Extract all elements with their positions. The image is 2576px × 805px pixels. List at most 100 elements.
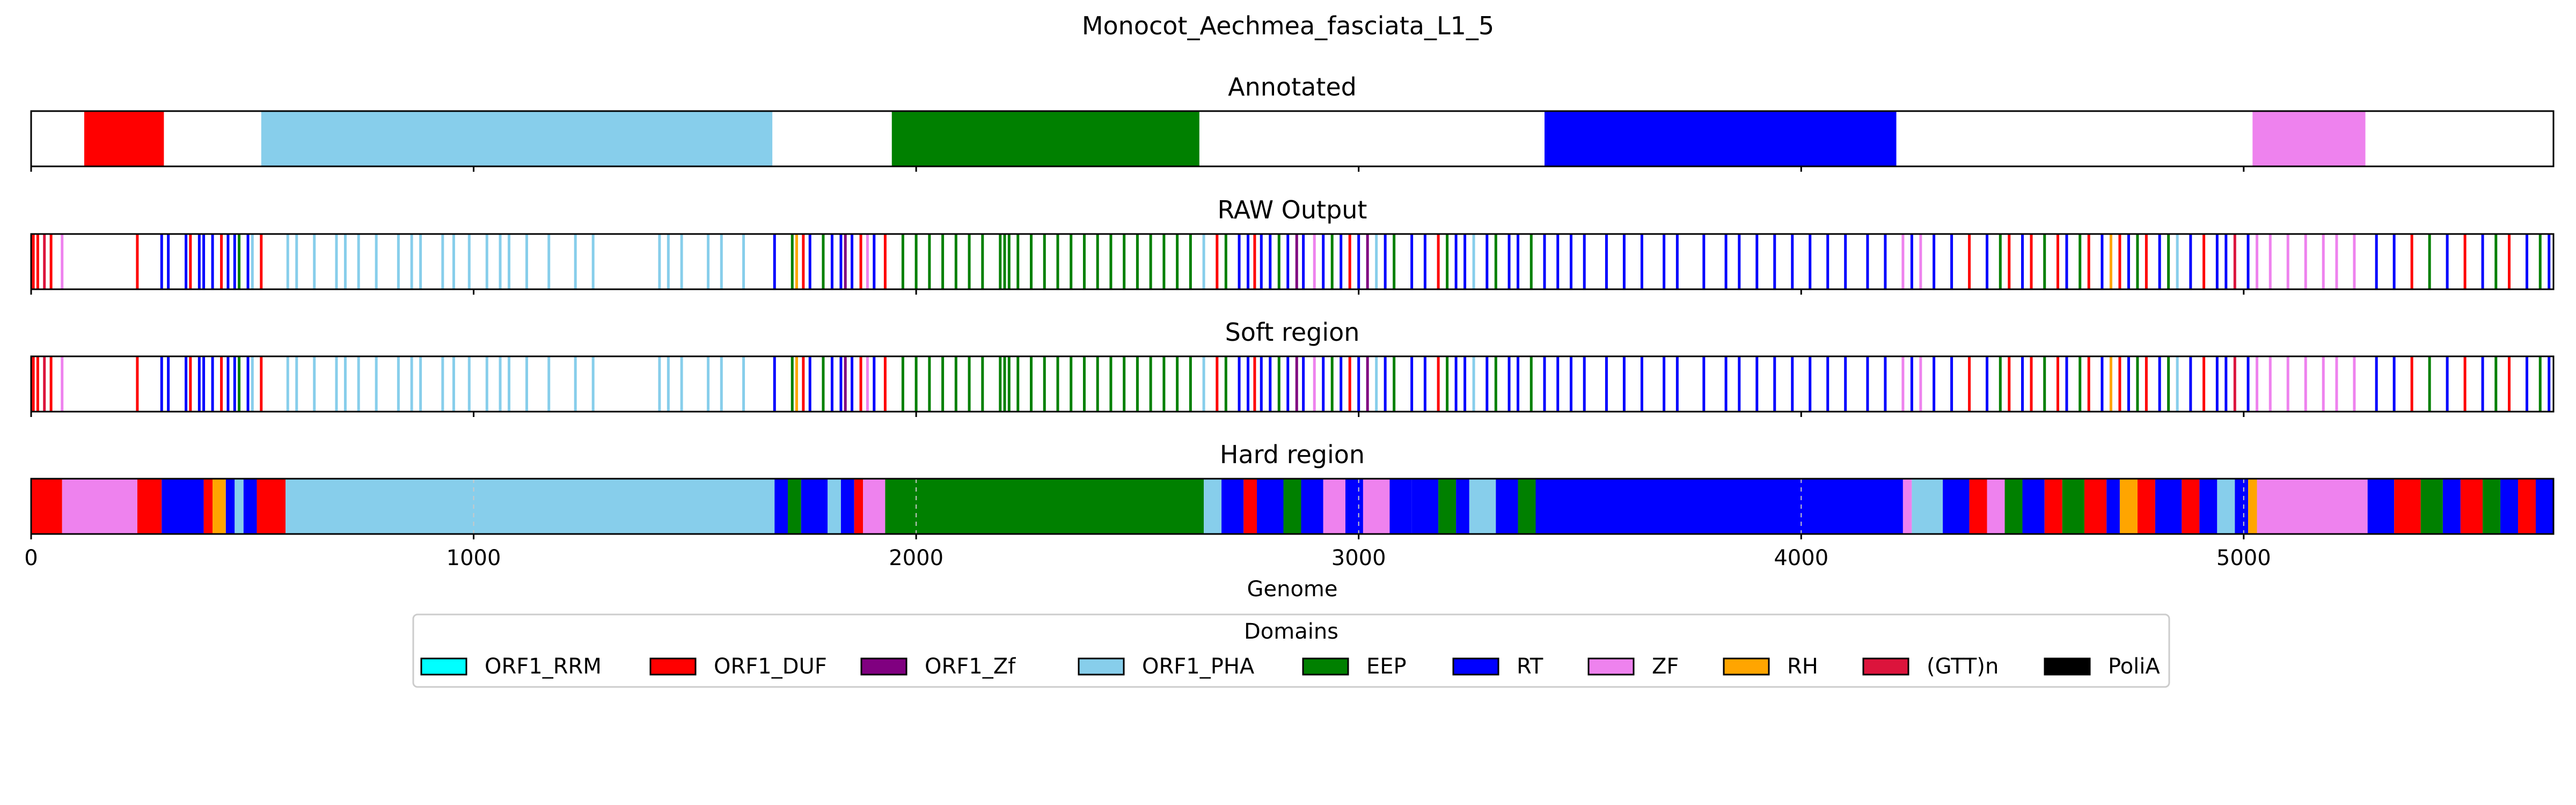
- segment-rt: [162, 479, 204, 534]
- segment-rt: [2235, 479, 2249, 534]
- legend-entry-polia: PoliA: [2044, 654, 2160, 679]
- legend-entry-orf1-zf: ORF1_Zf: [860, 654, 1016, 679]
- segment-rt: [2199, 479, 2218, 534]
- legend-label: EEP: [1366, 654, 1407, 679]
- legend-entry-gtt-n: (GTT)n: [1862, 654, 1999, 679]
- legend-swatch: [420, 657, 467, 676]
- segment-orf1-pha: [828, 479, 841, 534]
- segment-rh: [213, 479, 226, 534]
- segment-rh: [2248, 479, 2257, 534]
- segment-rt: [2367, 479, 2395, 534]
- segment-orf1-duf: [854, 479, 863, 534]
- legend-label: PoliA: [2108, 654, 2160, 679]
- segment-eep: [885, 479, 1204, 534]
- legend-entry-orf1-pha: ORF1_PHA: [1078, 654, 1255, 679]
- track-hard-region: Hard region: [30, 440, 2555, 539]
- segment-zf: [1363, 479, 1390, 534]
- segment-orf1-duf: [84, 111, 164, 166]
- legend-entry-orf1-rrm: ORF1_RRM: [420, 654, 602, 679]
- x-axis: 0 1000 2000 3000 4000 5000 Genome: [24, 546, 2271, 602]
- legend-title: Domains: [1244, 619, 1338, 644]
- segment-zf: [1323, 479, 1345, 534]
- x-tick-label: 2000: [889, 546, 943, 570]
- segment-rt: [1456, 479, 1469, 534]
- legend-swatch: [2044, 657, 2091, 676]
- legend-label: ORF1_PHA: [1142, 654, 1255, 679]
- segment-orf1-duf: [257, 479, 286, 534]
- segment-orf1-duf: [2394, 479, 2421, 534]
- legend-label: (GTT)n: [1927, 654, 1999, 679]
- legend-label: ZF: [1652, 654, 1679, 679]
- legend-label: RT: [1517, 654, 1543, 679]
- legend-swatch: [860, 657, 908, 676]
- segment-orf1-duf: [2460, 479, 2483, 534]
- segment-rt: [1535, 479, 1903, 534]
- track-annotated: Annotated: [30, 72, 2555, 172]
- segment-rt: [1257, 479, 1284, 534]
- x-tick-label: 3000: [1331, 546, 1386, 570]
- segment-rt: [2106, 479, 2120, 534]
- track-frame: [30, 233, 2555, 290]
- segment-rt: [840, 479, 854, 534]
- segment-eep: [2483, 479, 2501, 534]
- legend-swatch: [1078, 657, 1125, 676]
- legend-entry-rh: RH: [1723, 654, 1818, 679]
- segment-rt: [1345, 479, 1363, 534]
- legend-entry-zf: ZF: [1587, 654, 1679, 679]
- segment-orf1-pha: [286, 479, 775, 534]
- figure-title: Monocot_Aechmea_fasciata_L1_5: [1082, 11, 1494, 40]
- legend-label: ORF1_RRM: [485, 654, 602, 679]
- legend-swatch: [1452, 657, 1499, 676]
- segment-eep: [1518, 479, 1536, 534]
- segment-rt: [2500, 479, 2519, 534]
- legend-entry-eep: EEP: [1302, 654, 1407, 679]
- segment-zf: [62, 479, 137, 534]
- track-frame: [30, 478, 2555, 535]
- segment-rt: [1411, 479, 1439, 534]
- segment-orf1-duf: [2137, 479, 2155, 534]
- segment-orf1-duf: [2084, 479, 2107, 534]
- track-soft-region: Soft region: [30, 318, 2555, 417]
- x-tick-label: 4000: [1774, 546, 1828, 570]
- track-title: Soft region: [1225, 318, 1360, 347]
- legend-entry-orf1-duf: ORF1_DUF: [649, 654, 827, 679]
- segment-rt: [2536, 479, 2553, 534]
- segment-orf1-pha: [2217, 479, 2235, 534]
- segment-orf1-pha: [261, 111, 773, 166]
- segment-zf: [1987, 479, 2005, 534]
- segment-zf: [863, 479, 885, 534]
- segment-rt: [1389, 479, 1412, 534]
- x-axis-label: Genome: [1247, 577, 1337, 602]
- segment-eep: [1438, 479, 1457, 534]
- x-tick-label: 1000: [447, 546, 501, 570]
- segment-rt: [225, 479, 235, 534]
- x-tick-label: 5000: [2216, 546, 2271, 570]
- segment-eep: [2062, 479, 2084, 534]
- segment-orf1-duf: [31, 479, 62, 534]
- legend-label: ORF1_Zf: [925, 654, 1016, 679]
- track-title: Hard region: [1220, 440, 1365, 469]
- track-frame: [30, 110, 2555, 167]
- legend-swatch: [1302, 657, 1349, 676]
- legend-label: ORF1_DUF: [714, 654, 827, 679]
- segment-rt: [2442, 479, 2461, 534]
- segment-orf1-duf: [2182, 479, 2200, 534]
- segment-eep: [891, 111, 1199, 166]
- segment-zf: [1902, 479, 1912, 534]
- segment-rt: [774, 479, 788, 534]
- tracks-group: Annotated RAW Output Soft region Hard regio…: [30, 72, 2555, 539]
- segment-rt: [1943, 479, 1970, 534]
- track-title: Annotated: [1228, 72, 1357, 101]
- segment-zf: [2257, 479, 2368, 534]
- segment-orf1-duf: [1969, 479, 1987, 534]
- legend-swatch: [649, 657, 697, 676]
- segment-orf1-duf: [2044, 479, 2062, 534]
- track-title: RAW Output: [1218, 195, 1367, 224]
- legend: Domains ORF1_RRM ORF1_DUF ORF1_Zf ORF1_PHA EE…: [412, 613, 2170, 688]
- legend-label: RH: [1787, 654, 1818, 679]
- segment-rt: [1221, 479, 1244, 534]
- x-tick-label: 0: [24, 546, 38, 570]
- segment-eep: [1283, 479, 1301, 534]
- segment-orf1-pha: [1912, 479, 1943, 534]
